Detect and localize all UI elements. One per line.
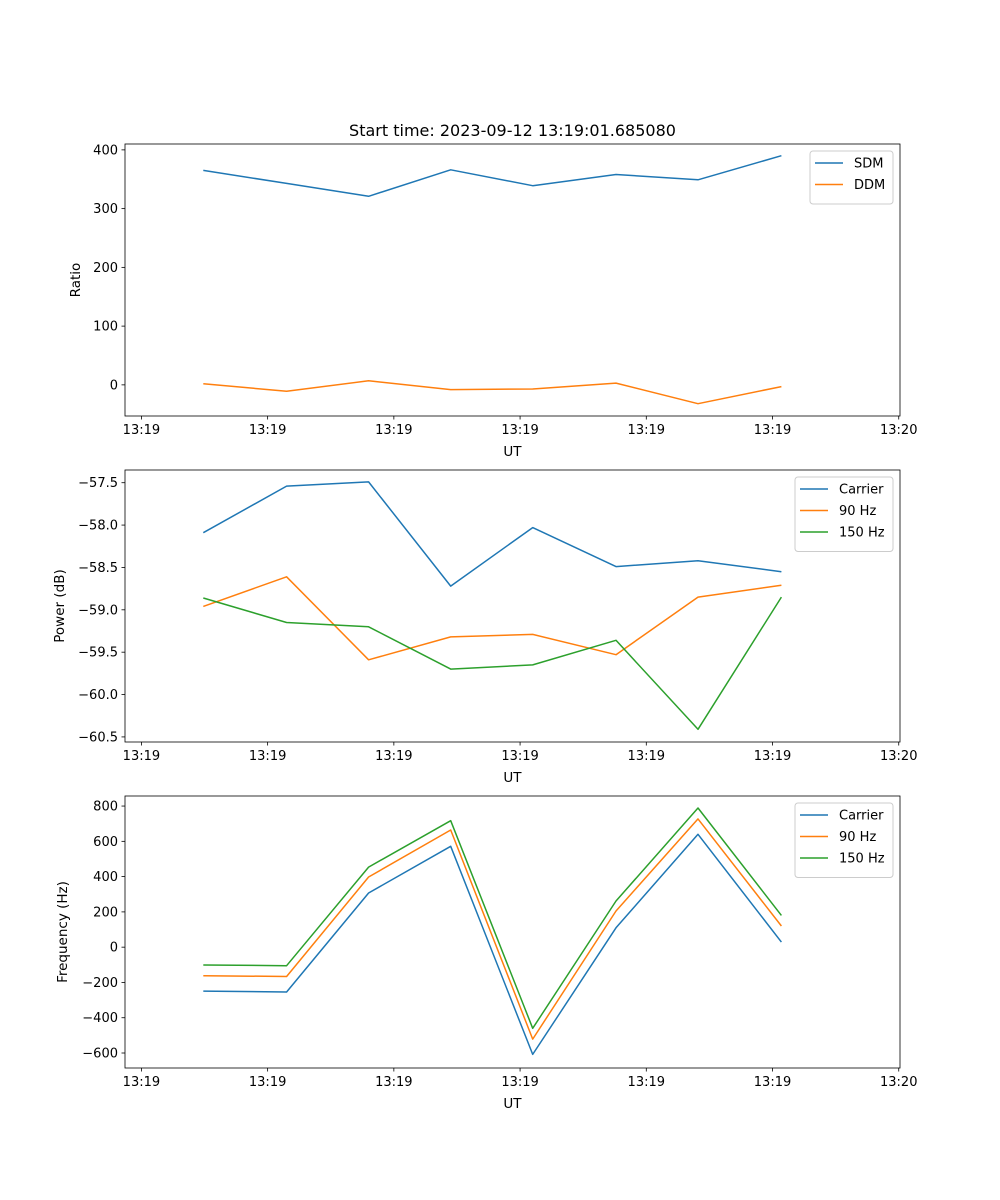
y-tick-label: −60.0 [78, 688, 118, 703]
x-tick-label: 13:19 [249, 423, 286, 438]
y-tick-label: 400 [93, 143, 118, 158]
legend-label: 150 Hz [839, 852, 885, 867]
series-line-90-hz [203, 818, 782, 1040]
x-tick-label: 13:19 [754, 423, 791, 438]
x-tick-label: 13:19 [501, 1075, 538, 1090]
x-tick-label: 13:19 [249, 749, 286, 764]
x-tick-label: 13:19 [375, 749, 412, 764]
y-axis-label: Ratio [68, 263, 84, 298]
legend-label: SDM [854, 157, 883, 172]
legend-label: Carrier [839, 483, 884, 498]
legend-label: DDM [854, 178, 885, 193]
y-axis-label: Frequency (Hz) [55, 881, 71, 983]
subplot-1: 13:19 13:19 13:19 13:19 13:19 13:19 13:20 0 100 2… [68, 143, 917, 460]
axes-frame [124, 143, 901, 417]
legend-label: Carrier [839, 809, 884, 824]
x-tick-label: 13:19 [754, 749, 791, 764]
y-tick-label: −59.0 [78, 603, 118, 618]
legend: SDM DDM [809, 150, 894, 205]
legend-label: 90 Hz [839, 830, 876, 845]
x-tick-label: 13:19 [123, 749, 160, 764]
series-line-sdm [203, 154, 782, 198]
series-line-carrier [203, 833, 782, 1056]
x-tick-label: 13:19 [628, 1075, 665, 1090]
y-tick-label: 0 [110, 941, 118, 956]
axes-frame [124, 795, 901, 1069]
x-tick-label: 13:19 [123, 423, 160, 438]
x-tick-label: 13:19 [754, 1075, 791, 1090]
legend-box [794, 802, 894, 878]
y-tick-label: −60.5 [78, 730, 118, 745]
x-axis-label: UT [503, 770, 522, 786]
chart-title: Start time: 2023-09-12 13:19:01.685080 [349, 121, 676, 140]
y-axis-label: Power (dB) [52, 569, 68, 642]
legend-label: 150 Hz [839, 526, 885, 541]
axes-frame [124, 469, 901, 743]
legend: Carrier 90 Hz 150 Hz [794, 802, 894, 878]
x-axis-label: UT [503, 1096, 522, 1112]
y-tick-label: −600 [82, 1047, 118, 1062]
y-tick-label: 300 [93, 202, 118, 217]
series-line-90-hz [203, 576, 782, 661]
legend-box [809, 150, 894, 205]
y-tick-label: 200 [93, 905, 118, 920]
y-tick-label: 600 [93, 835, 118, 850]
x-axis-label: UT [503, 444, 522, 460]
y-tick-label: 200 [93, 261, 118, 276]
y-tick-label: 0 [110, 378, 118, 393]
subplot-3: 13:19 13:19 13:19 13:19 13:19 13:19 13:20 −600 −… [55, 795, 917, 1112]
y-tick-label: 800 [93, 800, 118, 815]
y-tick-label: −200 [82, 976, 118, 991]
legend: Carrier 90 Hz 150 Hz [794, 476, 894, 552]
y-tick-label: −59.5 [78, 646, 118, 661]
x-tick-label: 13:19 [249, 1075, 286, 1090]
subplot-2: 13:19 13:19 13:19 13:19 13:19 13:19 13:20 −60.5… [52, 469, 917, 786]
legend-box [794, 476, 894, 552]
x-tick-label: 13:20 [880, 423, 917, 438]
x-tick-label: 13:19 [501, 423, 538, 438]
series-line-carrier [202, 481, 782, 587]
x-tick-label: 13:19 [628, 423, 665, 438]
series-line-150-hz [203, 807, 782, 1030]
x-tick-label: 13:19 [501, 749, 538, 764]
y-tick-label: −58.0 [78, 519, 118, 534]
series-line-150-hz [203, 596, 783, 731]
x-tick-label: 13:19 [375, 1075, 412, 1090]
series-line-ddm [203, 380, 782, 405]
x-tick-label: 13:19 [123, 1075, 160, 1090]
y-tick-label: 400 [93, 870, 118, 885]
y-tick-label: −57.5 [78, 476, 118, 491]
y-tick-label: −58.5 [78, 561, 118, 576]
x-tick-label: 13:19 [628, 749, 665, 764]
y-tick-label: −400 [82, 1011, 118, 1026]
y-tick-label: 100 [93, 320, 118, 335]
x-tick-label: 13:20 [880, 749, 917, 764]
legend-label: 90 Hz [839, 504, 876, 519]
x-tick-label: 13:19 [375, 423, 412, 438]
x-tick-label: 13:20 [880, 1075, 917, 1090]
